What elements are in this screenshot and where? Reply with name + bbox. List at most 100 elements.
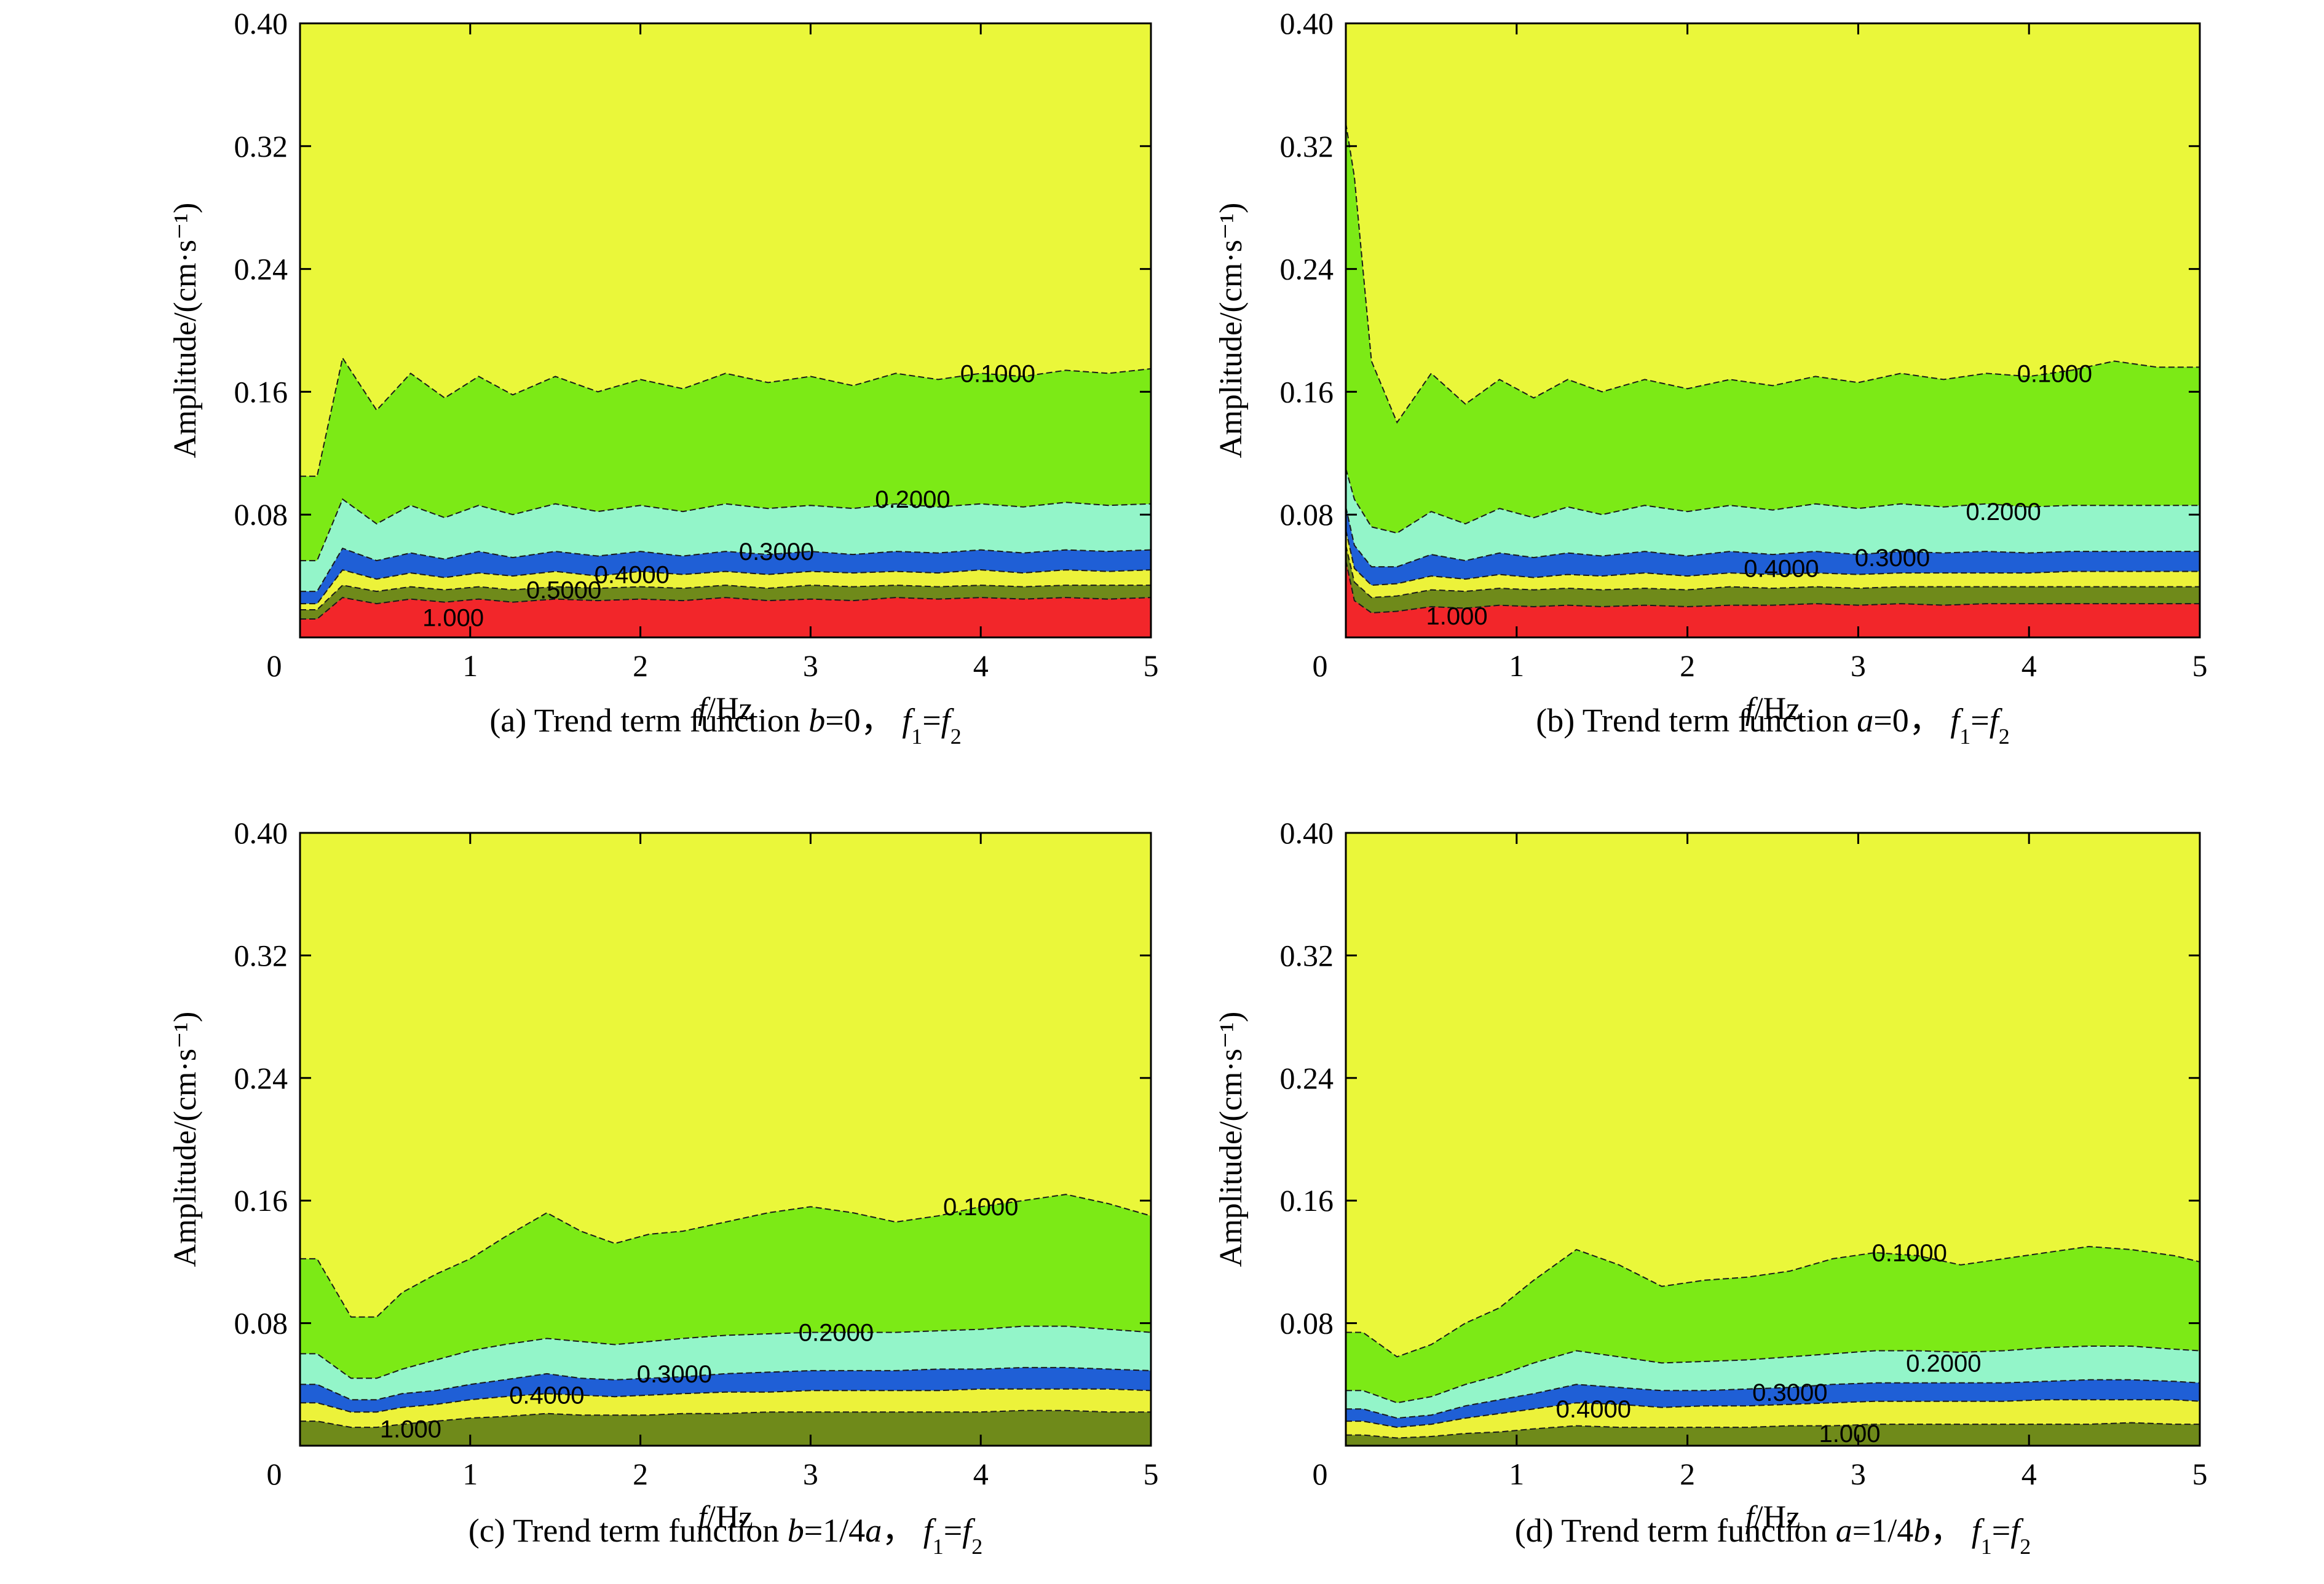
x-tick-label: 2 bbox=[633, 648, 648, 683]
contour-line-0.1000 bbox=[1346, 1245, 2200, 1358]
x-tick-label: 2 bbox=[633, 1457, 648, 1491]
panel-caption: (b) Trend term function a=0， f1=f2 bbox=[1536, 702, 2009, 749]
contour-line-0.4000 bbox=[300, 569, 1151, 605]
contour-label: 0.4000 bbox=[595, 562, 670, 589]
contour-line-0.3000 bbox=[300, 1366, 1151, 1401]
plot-frame bbox=[299, 832, 1152, 1447]
x-tick-label: 3 bbox=[1851, 1457, 1866, 1491]
contour-label: 0.5000 bbox=[526, 577, 601, 604]
plot-frame bbox=[299, 22, 1152, 639]
contour-label: 0.3000 bbox=[1752, 1379, 1827, 1406]
y-tick-label: 0.40 bbox=[1280, 6, 1334, 41]
y-tick-label: 0.08 bbox=[1280, 497, 1334, 532]
y-axis-label: Amplitude/(cm·s⁻¹) bbox=[1214, 203, 1249, 459]
contour-label: 0.1000 bbox=[943, 1194, 1018, 1221]
contour-label: 0.2000 bbox=[799, 1320, 874, 1347]
contour-fill-1.000 bbox=[300, 597, 1151, 637]
y-tick-label: 0.24 bbox=[1280, 1061, 1334, 1095]
x-tick-label: 5 bbox=[2192, 1457, 2208, 1491]
contour-panel-b: 0.1000 0.2000 0.3000 0.4000 1.000 0 1 2 3 4 5 0.40 0… bbox=[1214, 6, 2208, 749]
contour-line-0.2000 bbox=[1346, 1346, 2200, 1404]
contour-line-0.2000 bbox=[300, 1325, 1151, 1379]
contour-label: 1.000 bbox=[422, 605, 484, 632]
y-tick-label: 0.16 bbox=[1280, 374, 1334, 409]
x-tick-label: 1 bbox=[1509, 648, 1524, 683]
plot-frame bbox=[1345, 22, 2201, 639]
contour-label: 0.2000 bbox=[1966, 498, 2041, 526]
y-tick-label: 0.16 bbox=[1280, 1183, 1334, 1218]
contour-label: 0.3000 bbox=[1855, 545, 1930, 572]
contour-fill-1.000 bbox=[1346, 1422, 2200, 1446]
x-tick-label: 3 bbox=[803, 648, 818, 683]
y-tick-label: 0.16 bbox=[234, 374, 288, 409]
y-tick-label: 0.40 bbox=[234, 6, 288, 41]
contour-line-0.2000 bbox=[1346, 468, 2200, 534]
contour-line-1.000 bbox=[1346, 560, 2200, 614]
y-tick-label: 0.32 bbox=[1280, 129, 1334, 164]
y-tick-label: 0.08 bbox=[1280, 1306, 1334, 1341]
contour-line-0.1000 bbox=[300, 1194, 1151, 1318]
contour-label: 1.000 bbox=[1426, 603, 1488, 630]
contour-label: 0.1000 bbox=[2017, 360, 2092, 387]
contour-line-0.1000 bbox=[300, 356, 1151, 477]
x-axis-label: f/Hz bbox=[1745, 692, 1801, 727]
plot-area: 0.1000 0.2000 0.3000 0.4000 1.000 bbox=[1346, 833, 2200, 1448]
x-tick-label: 0 bbox=[267, 648, 282, 683]
plot-frame bbox=[1345, 832, 2201, 1447]
contour-line-0.3000 bbox=[1346, 506, 2200, 568]
contour-label: 1.000 bbox=[380, 1416, 441, 1443]
contour-label: 0.4000 bbox=[509, 1382, 584, 1409]
y-tick-label: 0.32 bbox=[1280, 938, 1334, 972]
contour-label: 0.1000 bbox=[960, 360, 1035, 387]
contour-label: 1.000 bbox=[1819, 1420, 1880, 1448]
plot-area: 0.1000 0.2000 0.3000 0.4000 1.000 bbox=[300, 833, 1151, 1446]
contour-fill-1.000 bbox=[300, 1410, 1151, 1446]
panel-caption: (a) Trend term function b=0， f1=f2 bbox=[489, 702, 961, 749]
contour-label: 0.3000 bbox=[739, 538, 814, 565]
contour-label: 0.4000 bbox=[1556, 1396, 1631, 1423]
contour-panel-d: 0.1000 0.2000 0.3000 0.4000 1.000 0 1 2 3 4 5 0.40 0… bbox=[1214, 816, 2208, 1559]
y-tick-label: 0.24 bbox=[1280, 252, 1334, 286]
contour-line-1.000 bbox=[1346, 1422, 2200, 1439]
x-tick-label: 3 bbox=[1851, 648, 1866, 683]
x-tick-label: 0 bbox=[1313, 1457, 1328, 1491]
x-axis-label: f/Hz bbox=[1745, 1500, 1801, 1535]
y-tick-label: 0.32 bbox=[234, 129, 288, 164]
y-tick-label: 0.24 bbox=[234, 1061, 288, 1095]
y-tick-label: 0.40 bbox=[234, 816, 288, 850]
x-tick-label: 4 bbox=[973, 648, 989, 683]
x-tick-label: 4 bbox=[973, 1457, 989, 1491]
contour-label: 0.2000 bbox=[1906, 1350, 1981, 1377]
x-tick-label: 2 bbox=[1680, 1457, 1695, 1491]
panel-caption: (c) Trend term function b=1/4a， f1=f2 bbox=[468, 1512, 982, 1559]
contour-line-0.1000 bbox=[1346, 123, 2200, 424]
x-axis-label: f/Hz bbox=[698, 1500, 753, 1535]
x-tick-label: 5 bbox=[2192, 648, 2208, 683]
contour-line-1.000 bbox=[300, 597, 1151, 620]
x-tick-label: 1 bbox=[1509, 1457, 1524, 1491]
panel-caption: (d) Trend term function a=1/4b， f1=f2 bbox=[1515, 1512, 2031, 1559]
y-tick-label: 0.16 bbox=[234, 1183, 288, 1218]
plot-area: 0.1000 0.2000 0.3000 0.4000 1.000 bbox=[1346, 23, 2200, 637]
contour-label: 0.4000 bbox=[1744, 556, 1819, 583]
x-axis-label: f/Hz bbox=[698, 692, 753, 727]
x-tick-label: 1 bbox=[462, 1457, 478, 1491]
contour-label: 0.2000 bbox=[875, 486, 950, 513]
contour-line-0.4000 bbox=[1346, 529, 2200, 586]
contour-panel-c: 0.1000 0.2000 0.3000 0.4000 1.000 0 1 2 3 4 5 0.40 0… bbox=[168, 816, 1159, 1559]
x-tick-label: 4 bbox=[2022, 648, 2037, 683]
x-tick-label: 4 bbox=[2022, 1457, 2037, 1491]
x-tick-label: 0 bbox=[1313, 648, 1328, 683]
y-tick-label: 0.08 bbox=[234, 1306, 288, 1341]
y-tick-label: 0.08 bbox=[234, 497, 288, 532]
x-tick-label: 3 bbox=[803, 1457, 818, 1491]
x-tick-label: 0 bbox=[267, 1457, 282, 1491]
x-tick-label: 1 bbox=[462, 648, 478, 683]
y-tick-label: 0.24 bbox=[234, 252, 288, 286]
contour-line-0.5000 bbox=[1346, 545, 2200, 599]
contour-fill-1.000 bbox=[1346, 561, 2200, 637]
x-tick-label: 5 bbox=[1144, 648, 1159, 683]
